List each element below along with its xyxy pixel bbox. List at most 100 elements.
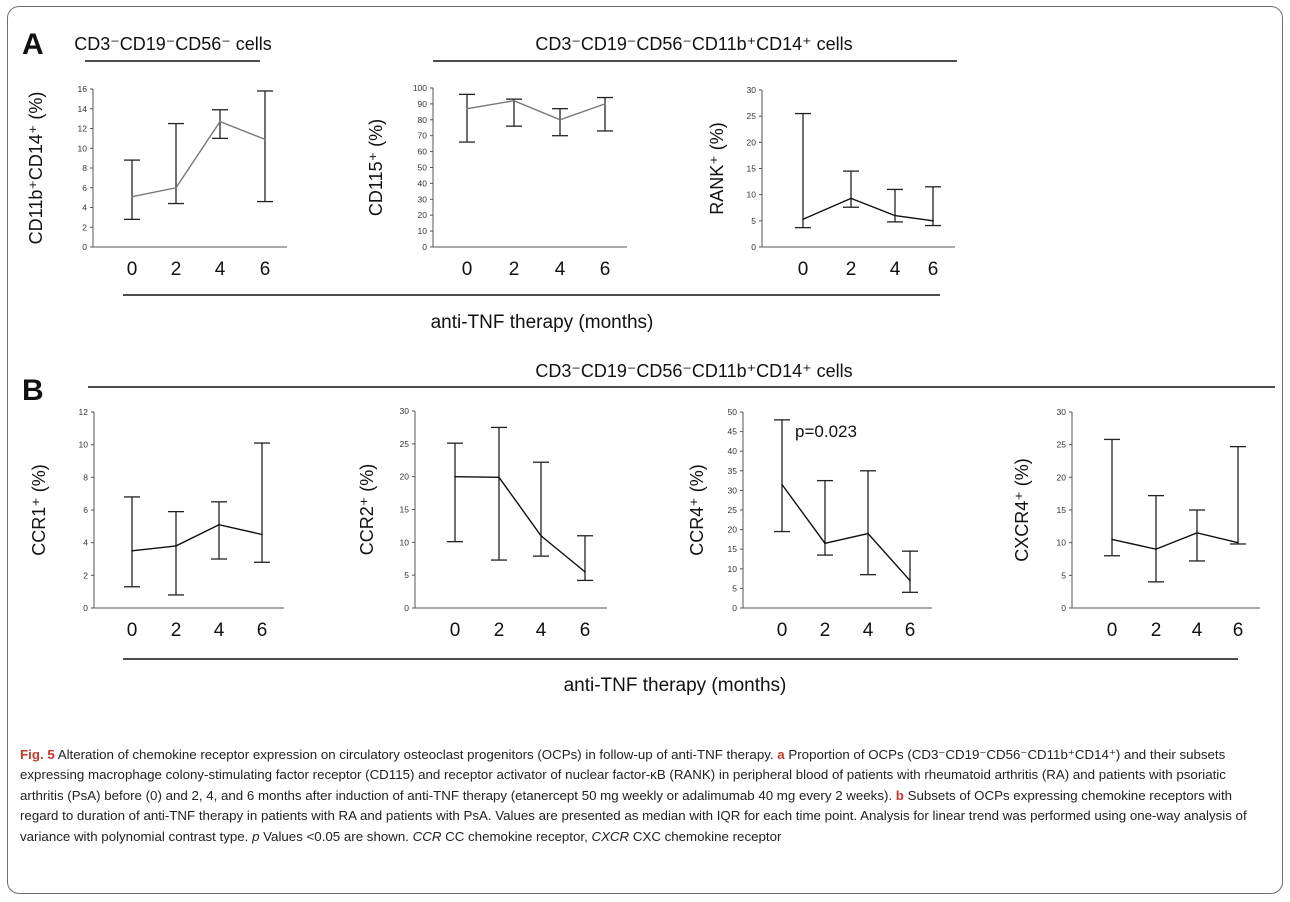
y-tick-label: 5 <box>751 216 756 226</box>
y-tick-label: 15 <box>1057 505 1067 515</box>
x-tick-label: 2 <box>846 259 857 280</box>
x-tick-label: 0 <box>450 620 461 641</box>
y-axis-label: CCR1⁺ (%) <box>29 464 49 556</box>
y-tick-label: 8 <box>83 472 88 482</box>
median-point <box>604 103 606 105</box>
median-point <box>909 579 911 582</box>
median-point <box>1237 541 1239 544</box>
y-tick-label: 2 <box>83 570 88 580</box>
caption-ccr-text: CC chemokine receptor, <box>441 828 592 844</box>
x-tick-label: 6 <box>600 259 611 280</box>
panel-b-group-label: CD3⁻CD19⁻CD56⁻CD11b⁺CD14⁺ cells <box>535 361 852 381</box>
x-tick-label: 2 <box>509 259 520 280</box>
y-tick-label: 5 <box>1061 570 1066 580</box>
median-point <box>454 475 456 478</box>
y-tick-label: 50 <box>728 407 738 417</box>
x-tick-label: 2 <box>171 620 182 641</box>
x-tick-label: 6 <box>257 620 268 641</box>
x-tick-label: 0 <box>777 620 788 641</box>
x-tick-label: 4 <box>214 620 225 641</box>
y-tick-label: 20 <box>1057 472 1067 482</box>
y-tick-label: 20 <box>400 472 410 482</box>
y-tick-label: 15 <box>728 544 738 554</box>
median-line <box>454 475 586 573</box>
median-point <box>1155 548 1157 550</box>
y-tick-label: 10 <box>400 537 410 547</box>
median-point <box>540 534 542 537</box>
caption-a-text: Proportion of OCPs (CD3⁻CD19⁻CD56⁻CD11b⁺… <box>20 747 1226 803</box>
y-tick-label: 16 <box>78 84 88 94</box>
chart-ccr1: 0 2 4 6 8 10 12 0 2 4 6 CCR1⁺ (%) <box>29 407 284 641</box>
y-tick-label: 10 <box>78 143 88 153</box>
median-point <box>131 550 133 552</box>
x-tick-label: 4 <box>536 620 547 641</box>
x-tick-label: 2 <box>171 259 182 280</box>
y-tick-label: 25 <box>1057 440 1067 450</box>
caption-p-italic: p <box>252 828 260 844</box>
x-tick-label: 2 <box>494 620 505 641</box>
median-point <box>781 483 783 486</box>
y-tick-label: 0 <box>83 603 88 613</box>
y-tick-label: 0 <box>404 603 409 613</box>
y-axis-label: CCR2⁺ (%) <box>357 464 377 556</box>
median-point <box>584 571 586 573</box>
median-point <box>824 542 826 545</box>
median-point <box>1111 538 1113 541</box>
median-point <box>932 220 934 222</box>
y-tick-label: 0 <box>751 242 756 252</box>
median-point <box>559 119 561 121</box>
chart-cd115: 0 10 20 30 40 50 60 70 80 90 100 0 2 4 6 CD115⁺ (%) <box>366 83 627 280</box>
y-axis-label: CD11b⁺CD14⁺ (%) <box>26 92 46 245</box>
y-tick-label: 60 <box>418 147 428 157</box>
caption-b-letter: b <box>895 787 904 803</box>
caption-ccr-italic: CCR <box>412 828 442 844</box>
y-tick-label: 0 <box>422 242 427 252</box>
x-tick-label: 4 <box>1192 620 1203 641</box>
y-tick-label: 10 <box>1057 538 1067 548</box>
y-tick-label: 15 <box>400 505 410 515</box>
y-tick-label: 10 <box>418 226 428 236</box>
median-point <box>175 545 177 547</box>
y-tick-label: 25 <box>747 111 757 121</box>
caption-cxcr-italic: CXCR <box>591 828 630 844</box>
y-tick-label: 45 <box>728 427 738 437</box>
y-axis-label: CD115⁺ (%) <box>366 119 386 216</box>
median-point <box>850 197 852 200</box>
x-tick-label: 4 <box>555 259 566 280</box>
median-point <box>894 214 896 217</box>
x-tick-label: 4 <box>215 259 226 280</box>
x-tick-label: 6 <box>928 259 939 280</box>
y-tick-label: 5 <box>732 583 737 593</box>
median-point <box>1196 532 1198 534</box>
y-tick-label: 40 <box>728 446 738 456</box>
panel-a-letter: A <box>22 28 44 61</box>
x-tick-label: 4 <box>863 620 874 641</box>
y-tick-label: 14 <box>78 104 88 114</box>
y-tick-label: 30 <box>728 485 738 495</box>
y-tick-label: 12 <box>78 124 88 134</box>
median-line <box>781 484 911 582</box>
y-tick-label: 0 <box>732 603 737 613</box>
y-tick-label: 4 <box>82 203 87 213</box>
x-tick-label: 6 <box>905 620 916 641</box>
chart-ccr4: 0 5 10 15 20 25 30 35 40 45 50 0 2 4 6 CCR4⁺ (%) p=0.023 <box>687 407 932 641</box>
y-tick-label: 2 <box>82 222 87 232</box>
median-line <box>131 523 263 552</box>
x-tick-label: 0 <box>798 259 809 280</box>
x-tick-label: 0 <box>1107 620 1118 641</box>
median-point <box>264 138 266 141</box>
y-tick-label: 100 <box>413 83 427 93</box>
caption-a-letter: a <box>777 747 785 762</box>
y-tick-label: 4 <box>83 538 88 548</box>
y-tick-label: 6 <box>82 183 87 193</box>
median-line <box>466 99 606 121</box>
panel-b-xaxis-label: anti-TNF therapy (months) <box>564 675 787 696</box>
y-tick-label: 40 <box>418 178 428 188</box>
caption-p-text: Values <0.05 are shown. <box>259 828 413 844</box>
caption-b-text: Subsets of OCPs expressing chemokine rec… <box>20 787 1247 844</box>
y-tick-label: 6 <box>83 505 88 515</box>
x-tick-label: 0 <box>127 259 138 280</box>
y-tick-label: 5 <box>404 570 409 580</box>
chart-cd11b-cd14: 0 2 4 6 8 10 12 14 16 0 2 4 6 CD11b⁺CD14⁺ (%) <box>26 84 287 280</box>
y-tick-label: 30 <box>1057 407 1067 417</box>
